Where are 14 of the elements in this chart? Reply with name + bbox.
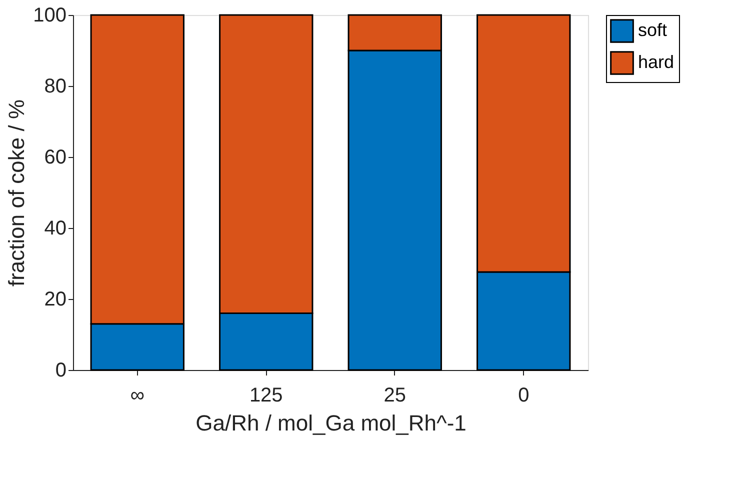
x-axis-title: Ga/Rh / mol_Ga mol_Rh^-1 (196, 410, 466, 436)
x-tick-label: 25 (384, 384, 406, 406)
x-tick-label: ∞ (130, 384, 145, 406)
x-tick-label: 0 (518, 384, 530, 406)
legend-label: hard (638, 52, 674, 72)
x-tick-label: 125 (249, 384, 283, 406)
y-tick-label: 100 (33, 4, 66, 26)
y-tick-label: 80 (44, 76, 66, 98)
legend-label: soft (638, 20, 668, 40)
y-tick-label: 0 (55, 360, 66, 382)
y-tick-label: 40 (44, 218, 66, 240)
y-axis-title: fraction of coke / % (4, 99, 30, 287)
y-tick-label: 20 (44, 288, 66, 310)
y-tick-label: 60 (44, 146, 66, 168)
